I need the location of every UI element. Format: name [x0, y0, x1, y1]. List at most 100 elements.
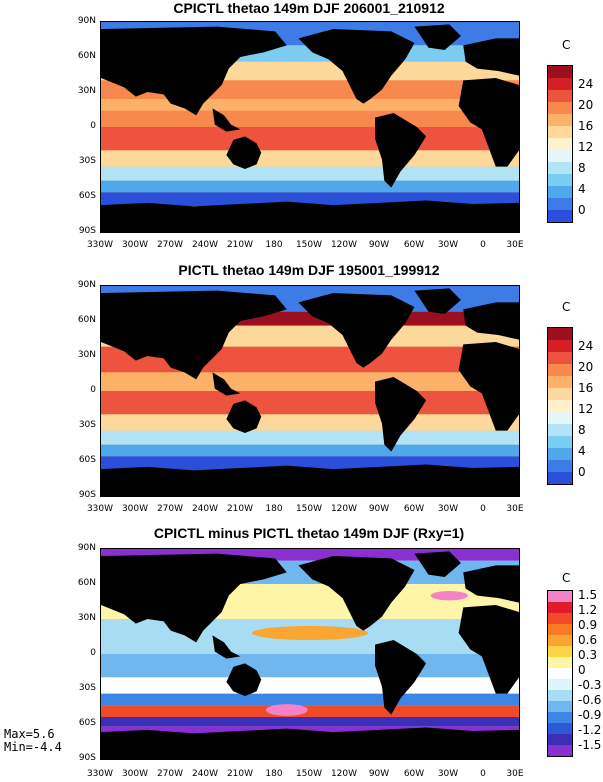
- colorbar-swatch: [548, 701, 572, 712]
- lat-label: 90S: [78, 226, 96, 236]
- lat-label: 60N: [77, 51, 96, 61]
- lat-label: 0: [90, 121, 96, 131]
- colorbar-label: 4: [578, 182, 586, 196]
- lon-label: 0: [480, 504, 486, 514]
- lon-label: 270W: [156, 504, 184, 514]
- lon-label: 330W: [86, 240, 114, 250]
- lat-label: 30S: [78, 156, 96, 166]
- lat-label: 0: [90, 648, 96, 658]
- map-plot: [100, 548, 520, 760]
- lon-label: 270W: [156, 769, 184, 779]
- lat-label: 60S: [78, 455, 96, 465]
- colorbar-swatch: [548, 198, 572, 210]
- colorbar-swatch: [548, 364, 572, 376]
- colorbar-unit: C: [562, 38, 571, 52]
- colorbar-swatch: [548, 162, 572, 174]
- panel-title: CPICTL thetao 149m DJF 206001_210912: [173, 0, 445, 16]
- stats-max: Max=5.6: [4, 727, 55, 741]
- difference-map: [101, 549, 519, 759]
- lat-label: 30N: [77, 86, 96, 96]
- lon-label: 300W: [121, 240, 149, 250]
- colorbar-label: 16: [578, 119, 594, 133]
- map-plot: [100, 21, 520, 233]
- colorbar-label: 8: [578, 423, 586, 437]
- colorbar-label: 0.9: [578, 618, 598, 632]
- colorbar: [547, 327, 573, 485]
- lon-label: 150W: [295, 504, 323, 514]
- lon-label: 210W: [226, 504, 254, 514]
- colorbar-swatch: [548, 114, 572, 126]
- colorbar-swatch: [548, 186, 572, 198]
- lat-label: 90S: [78, 490, 96, 500]
- colorbar-swatch: [548, 591, 572, 602]
- colorbar-swatch: [548, 78, 572, 90]
- lon-label: 90W: [368, 504, 390, 514]
- colorbar-swatch: [548, 460, 572, 472]
- colorbar-swatch: [548, 424, 572, 436]
- colorbar-swatch: [548, 376, 572, 388]
- colorbar-swatch: [548, 102, 572, 114]
- colorbar-label: 0.6: [578, 633, 598, 647]
- colorbar-swatch: [548, 66, 572, 78]
- lat-label: 60S: [78, 718, 96, 728]
- lat-label: 90N: [77, 543, 96, 553]
- colorbar-swatch: [548, 745, 572, 756]
- lon-label: 240W: [191, 504, 219, 514]
- lat-label: 90N: [77, 16, 96, 26]
- colorbar-swatch: [548, 138, 572, 150]
- lat-label: 60N: [77, 315, 96, 325]
- colorbar-swatch: [548, 602, 572, 613]
- colorbar-label: 20: [578, 360, 594, 374]
- lon-label: 330W: [86, 504, 114, 514]
- colorbar-label: 20: [578, 98, 594, 112]
- lon-label: 30E: [506, 769, 524, 779]
- lon-label: 30E: [506, 504, 524, 514]
- lon-label: 300W: [121, 504, 149, 514]
- lon-label: 180: [265, 240, 283, 250]
- colorbar-label: 1.5: [578, 588, 598, 602]
- lon-label: 240W: [191, 769, 219, 779]
- lon-label: 60W: [403, 240, 425, 250]
- lon-label: 0: [480, 240, 486, 250]
- colorbar-unit: C: [562, 571, 571, 585]
- lon-label: 120W: [330, 504, 358, 514]
- colorbar-swatch: [548, 126, 572, 138]
- colorbar-swatch: [548, 690, 572, 701]
- lon-label: 270W: [156, 240, 184, 250]
- lon-label: 300W: [121, 769, 149, 779]
- lon-label: 210W: [226, 240, 254, 250]
- lat-label: 60N: [77, 578, 96, 588]
- colorbar-label: 12: [578, 140, 594, 154]
- colorbar-swatch: [548, 436, 572, 448]
- colorbar-swatch: [548, 388, 572, 400]
- lon-label: 240W: [191, 240, 219, 250]
- colorbar: [547, 590, 573, 757]
- colorbar-swatch: [548, 150, 572, 162]
- lon-label: 30W: [437, 769, 459, 779]
- colorbar-label: 0: [578, 203, 586, 217]
- colorbar-swatch: [548, 668, 572, 679]
- colorbar-swatch: [548, 613, 572, 624]
- colorbar-unit: C: [562, 300, 571, 314]
- colorbar-label: 0.3: [578, 648, 598, 662]
- lon-label: 210W: [226, 769, 254, 779]
- stats-min: Min=-4.4: [4, 740, 62, 754]
- colorbar-swatch: [548, 210, 572, 222]
- lon-label: 180: [265, 504, 283, 514]
- colorbar: [547, 65, 573, 223]
- lon-label: 60W: [403, 504, 425, 514]
- lat-label: 60S: [78, 191, 96, 201]
- colorbar-swatch: [548, 174, 572, 186]
- colorbar-swatch: [548, 734, 572, 745]
- lat-label: 30S: [78, 420, 96, 430]
- colorbar-swatch: [548, 646, 572, 657]
- colorbar-swatch: [548, 657, 572, 668]
- colorbar-label: 0: [578, 465, 586, 479]
- lat-label: 90N: [77, 280, 96, 290]
- lon-label: 90W: [368, 769, 390, 779]
- lat-label: 0: [90, 385, 96, 395]
- colorbar-label: 16: [578, 381, 594, 395]
- colorbar-label: 4: [578, 444, 586, 458]
- lon-label: 150W: [295, 240, 323, 250]
- sst-map: [101, 22, 519, 232]
